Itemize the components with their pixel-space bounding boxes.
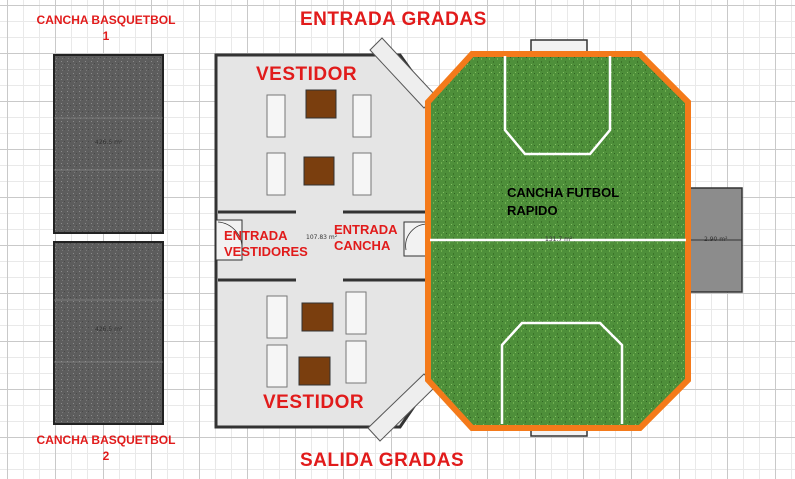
salida-gradas-label: SALIDA GRADAS — [300, 450, 465, 471]
vestidor-top-label: VESTIDOR — [256, 64, 358, 85]
furniture-bottom — [266, 291, 367, 388]
building-area: 107.83 m² — [306, 234, 338, 241]
court-2-label: CANCHA BASQUETBOL 2 — [36, 433, 176, 463]
basketball-court-2 — [53, 241, 164, 425]
side-area: 2.90 m² — [704, 236, 728, 243]
futbol-field — [425, 51, 691, 431]
court-1-area: 426.5 m² — [95, 139, 123, 146]
court-1-label: CANCHA BASQUETBOL 1 — [36, 13, 176, 43]
entrada-vestidores-label: ENTRADA VESTIDORES — [224, 228, 308, 259]
vestidor-bottom-label: VESTIDOR — [263, 392, 365, 413]
entrada-cancha-label: ENTRADA CANCHA — [334, 222, 398, 253]
side-annex — [689, 187, 743, 293]
basketball-court-1 — [53, 54, 164, 234]
futbol-label: CANCHA FUTBOL RAPIDO — [507, 185, 620, 218]
court-2-area: 426.5 m² — [95, 326, 123, 333]
furniture-top — [266, 89, 372, 196]
entrada-gradas-label: ENTRADA GRADAS — [300, 9, 487, 30]
field-area: 131.7 m² — [545, 236, 573, 243]
